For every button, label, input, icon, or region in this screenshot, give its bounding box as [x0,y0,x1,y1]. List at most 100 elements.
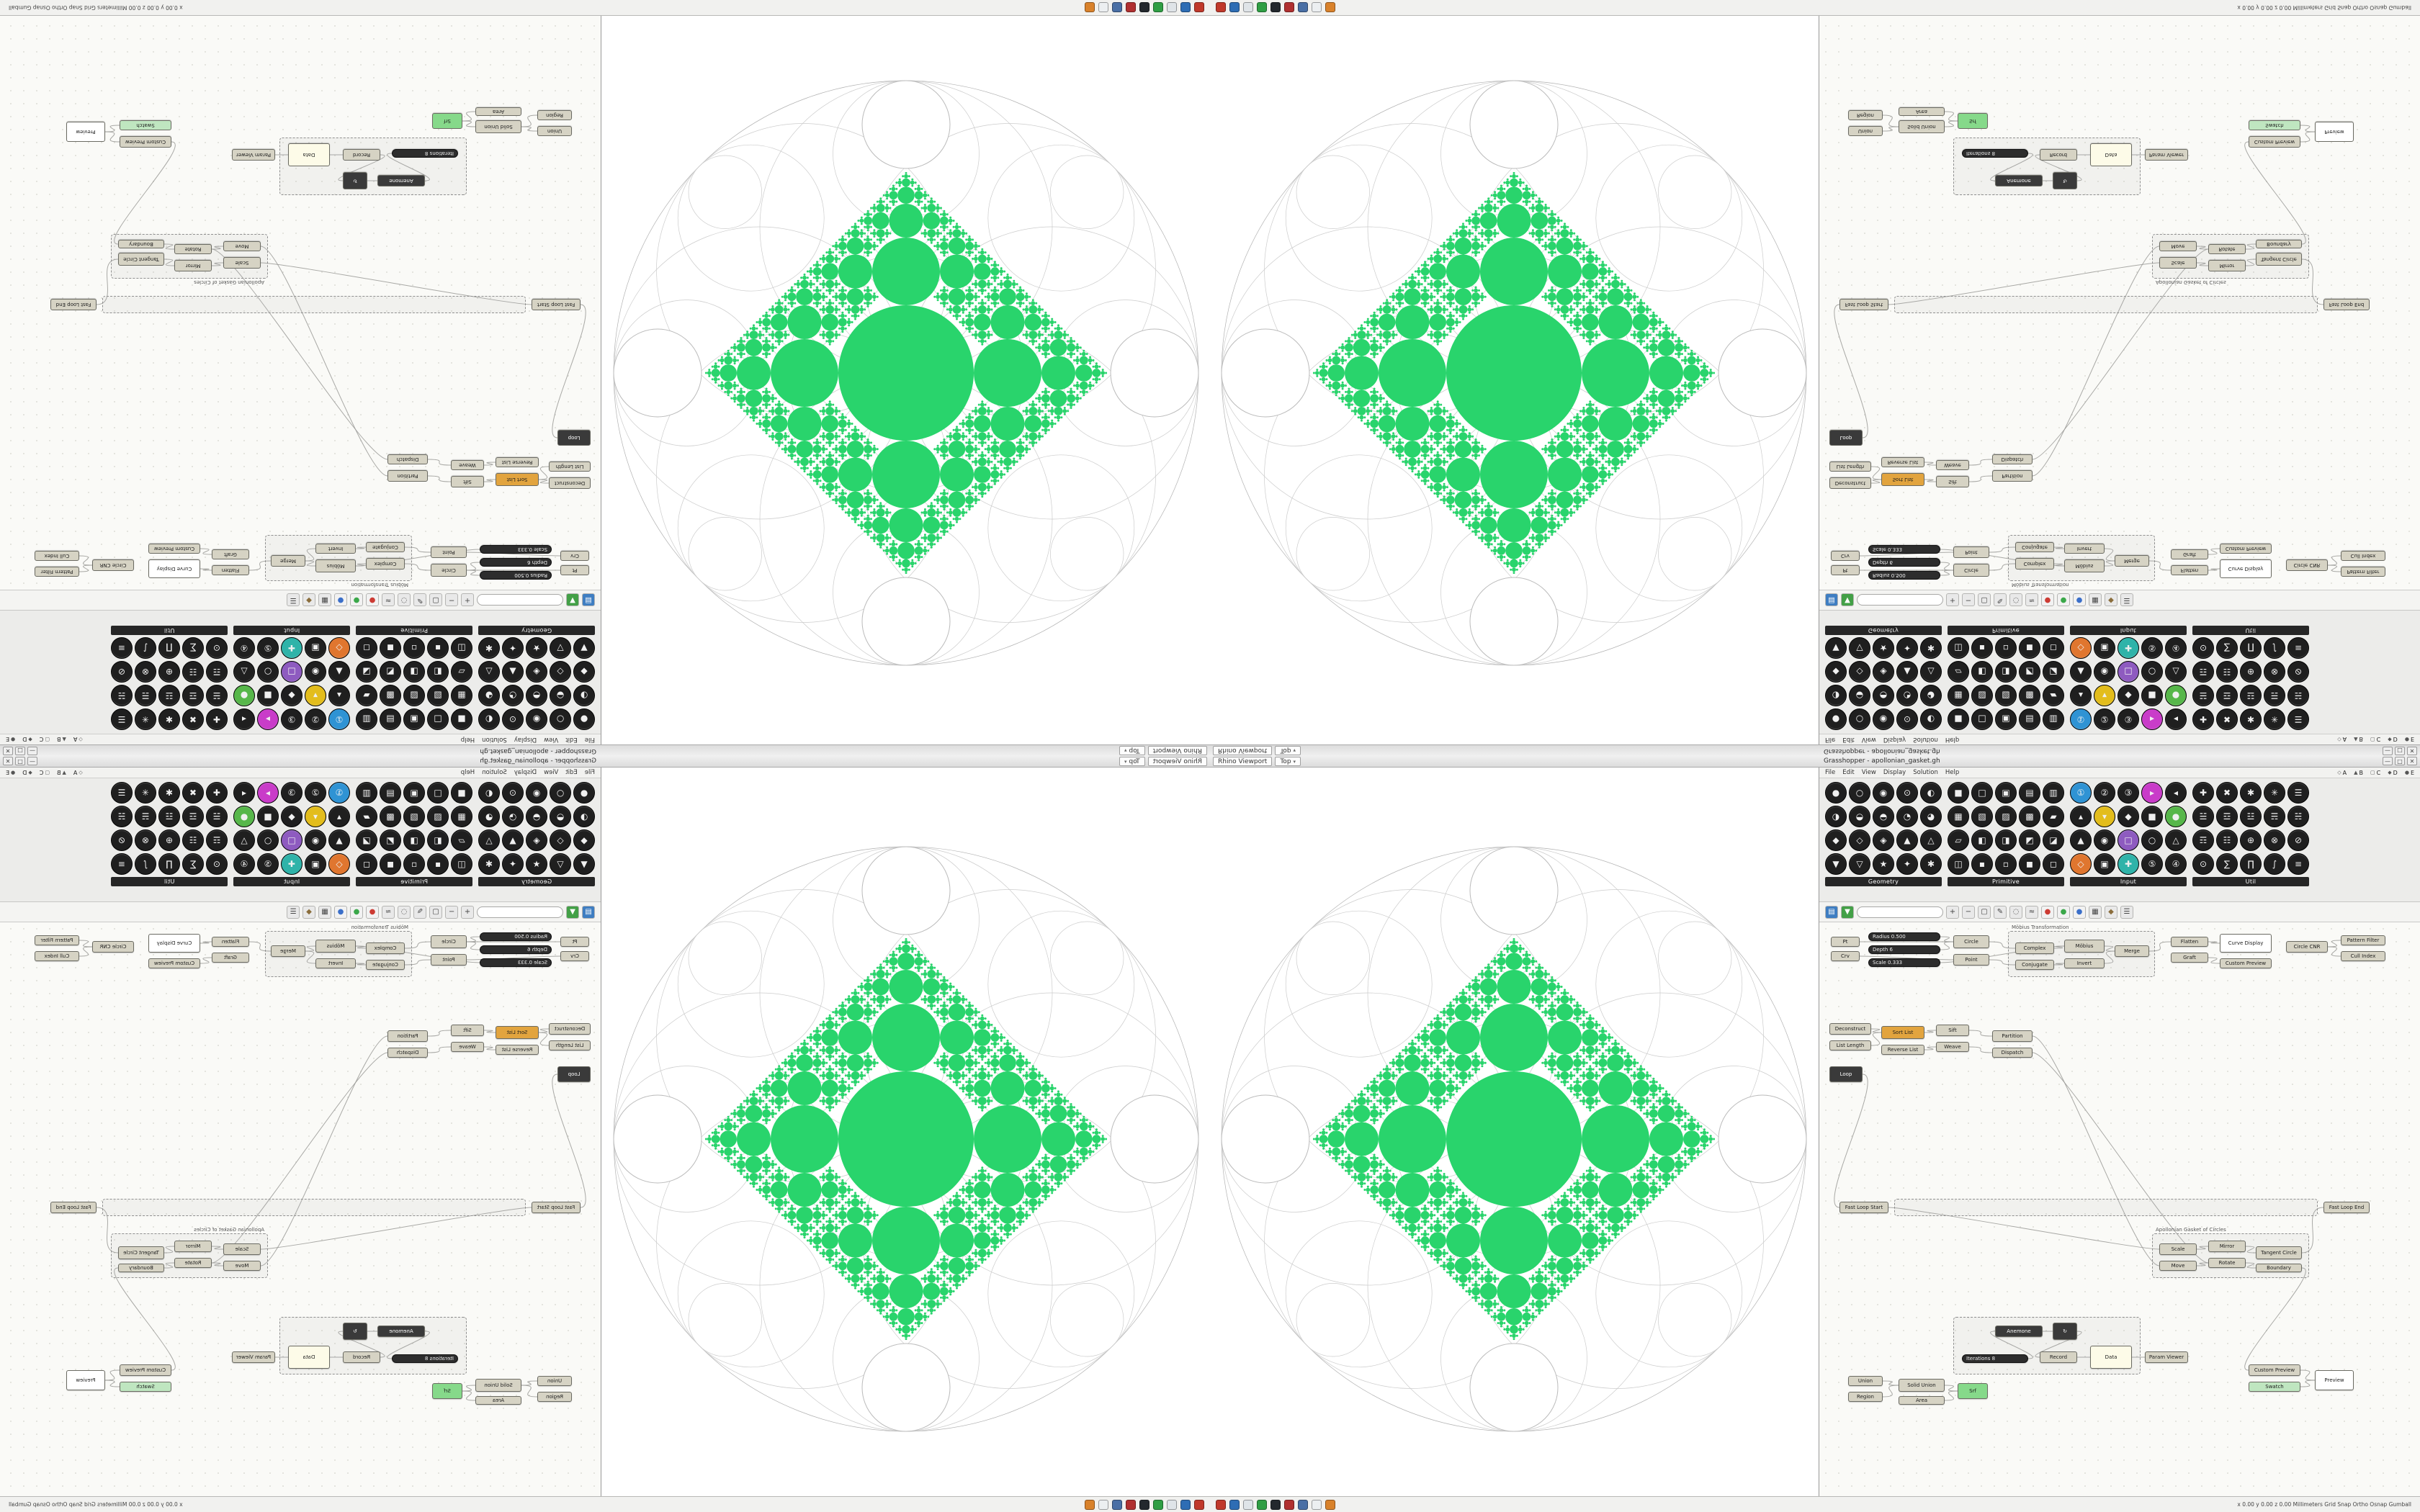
component-icon[interactable]: ☴ [135,806,156,827]
node-merge[interactable]: Merge [271,945,305,957]
component-icon[interactable]: ∫ [135,853,156,875]
component-group-label[interactable]: Primitive [356,877,472,886]
component-icon[interactable]: ▧ [1971,806,1993,827]
component-icon[interactable]: ⊕ [2240,829,2262,851]
component-icon[interactable]: ▾ [2094,806,2115,827]
node-fast-loop-end[interactable]: Fast Loop End [2323,1202,2370,1213]
viewport-tab[interactable]: Rhino Viewport [1147,757,1207,766]
node-custom-preview[interactable]: Custom Preview [2220,958,2272,968]
zoom-in-icon[interactable]: + [461,905,474,919]
component-icon[interactable]: ▤ [2019,782,2040,804]
component-icon[interactable]: ☷ [2216,829,2238,851]
preview-red-icon[interactable]: ● [2041,905,2054,919]
component-icon[interactable]: ▪ [1971,853,1993,875]
menu-edit[interactable]: Edit [565,769,578,776]
tab-a[interactable]: ◇ A [73,770,83,776]
component-icon[interactable]: ◇ [1849,829,1870,851]
component-icon[interactable]: ☲ [2216,806,2238,827]
node-tangent-circle[interactable]: Tangent Circle [2256,1246,2302,1259]
component-icon[interactable]: ☷ [182,829,204,851]
component-icon[interactable]: ◓ [1873,806,1894,827]
close-button[interactable]: ✕ [2407,747,2417,755]
minimize-button[interactable]: — [2383,747,2393,755]
node-conjugate[interactable]: Conjugate [366,960,405,970]
component-icon[interactable]: ∑ [2216,853,2238,875]
component-icon[interactable]: ◪ [356,829,377,851]
canvas-search-input[interactable] [1857,906,1943,918]
component-icon[interactable]: ◕ [478,806,500,827]
zoom-extents-icon[interactable]: ▢ [429,905,442,919]
hide-preview-icon[interactable]: ◌ [398,905,411,919]
sketch-icon[interactable]: ✎ [413,905,426,919]
component-icon[interactable]: ✚ [281,853,302,875]
component-icon[interactable]: ▣ [305,853,326,875]
group-icon[interactable]: ▦ [2089,905,2102,919]
node-preview[interactable]: Preview [2315,1370,2354,1390]
tab-e[interactable]: ● E [2405,770,2414,776]
zoom-out-icon[interactable]: − [445,905,458,919]
node-solid-union[interactable]: Solid Union [475,1379,521,1392]
rhino-viewport[interactable] [1210,16,1819,744]
component-icon[interactable]: ▨ [1995,806,2017,827]
node-fast-loop-end[interactable]: Fast Loop End [50,1202,97,1213]
component-icon[interactable]: ▽ [1849,853,1870,875]
node-group[interactable] [1894,1199,2318,1216]
component-icon[interactable]: ▲ [2070,829,2092,851]
component-icon[interactable]: ◒ [550,806,571,827]
component-icon[interactable]: ◇ [2070,853,2092,875]
node-deconstruct[interactable]: Deconstruct [549,1023,591,1035]
component-icon[interactable]: ◆ [1825,829,1847,851]
component-group-label[interactable]: Util [2192,877,2309,886]
component-icon[interactable]: ■ [1948,782,1969,804]
component-icon[interactable]: ▫ [403,853,425,875]
node-boundary[interactable]: Boundary [118,1264,164,1272]
component-icon[interactable]: ◫ [1948,853,1969,875]
node-iterations-8[interactable]: Iterations 8 [392,1354,458,1363]
node-radius-0-500[interactable]: Radius 0.500 [1868,932,1940,941]
node-swatch[interactable]: Swatch [2249,1382,2300,1392]
node-area[interactable]: Area [475,1396,521,1405]
component-icon[interactable]: ▣ [2094,853,2115,875]
component-icon[interactable]: ✚ [206,782,228,804]
tab-d[interactable]: ◆ D [22,770,32,776]
node-list-length[interactable]: List Length [1829,1040,1871,1050]
tab-c[interactable]: ▢ C [2370,770,2380,776]
component-icon[interactable]: ▴ [2070,806,2092,827]
wire-display-icon[interactable]: ≈ [2025,905,2038,919]
preview-blue-icon[interactable]: ● [334,905,347,919]
component-icon[interactable]: □ [427,782,449,804]
node-param-viewer[interactable]: Param Viewer [232,1351,275,1363]
minimize-button[interactable]: — [2383,757,2393,765]
node-custom-preview[interactable]: Custom Preview [2249,1364,2300,1376]
menu-file[interactable]: File [1825,769,1836,776]
node-boundary[interactable]: Boundary [2256,1264,2302,1272]
node-flatten[interactable]: Flatten [2171,937,2208,947]
app-blue-icon[interactable] [1180,1499,1191,1510]
component-icon[interactable]: ○ [550,782,571,804]
zoom-out-icon[interactable]: − [1962,905,1975,919]
component-icon[interactable]: △ [233,829,255,851]
component-icon[interactable]: ⊘ [111,829,133,851]
node-data[interactable]: Data [2090,1346,2132,1369]
app-green-icon[interactable] [1153,1499,1163,1510]
node-crv[interactable]: Crv [1831,951,1860,961]
node-record[interactable]: Record [2040,1351,2077,1363]
node-point[interactable]: Point [431,954,467,966]
component-icon[interactable]: ▫ [1995,853,2017,875]
component-icon[interactable]: ◧ [1971,829,1993,851]
component-group-label[interactable]: Geometry [1825,877,1942,886]
component-icon[interactable]: ≡ [111,853,133,875]
component-icon[interactable]: □ [281,829,302,851]
component-group-label[interactable]: Input [2070,877,2187,886]
component-icon[interactable]: ▴ [328,806,350,827]
zoom-in-icon[interactable]: + [1946,905,1959,919]
node-iterations-8[interactable]: Iterations 8 [1962,1354,2028,1363]
node-pattern-filter[interactable]: Pattern Filter [35,935,79,945]
component-icon[interactable]: ✳ [2264,782,2285,804]
app-light-icon[interactable] [1243,1499,1253,1510]
node-rotate[interactable]: Rotate [2208,1258,2246,1268]
app-crimson-icon[interactable] [1126,1499,1136,1510]
node-scale-0-333[interactable]: Scale 0.333 [480,958,552,967]
component-icon[interactable]: ⑤ [2141,853,2163,875]
node-conjugate[interactable]: Conjugate [2015,960,2054,970]
